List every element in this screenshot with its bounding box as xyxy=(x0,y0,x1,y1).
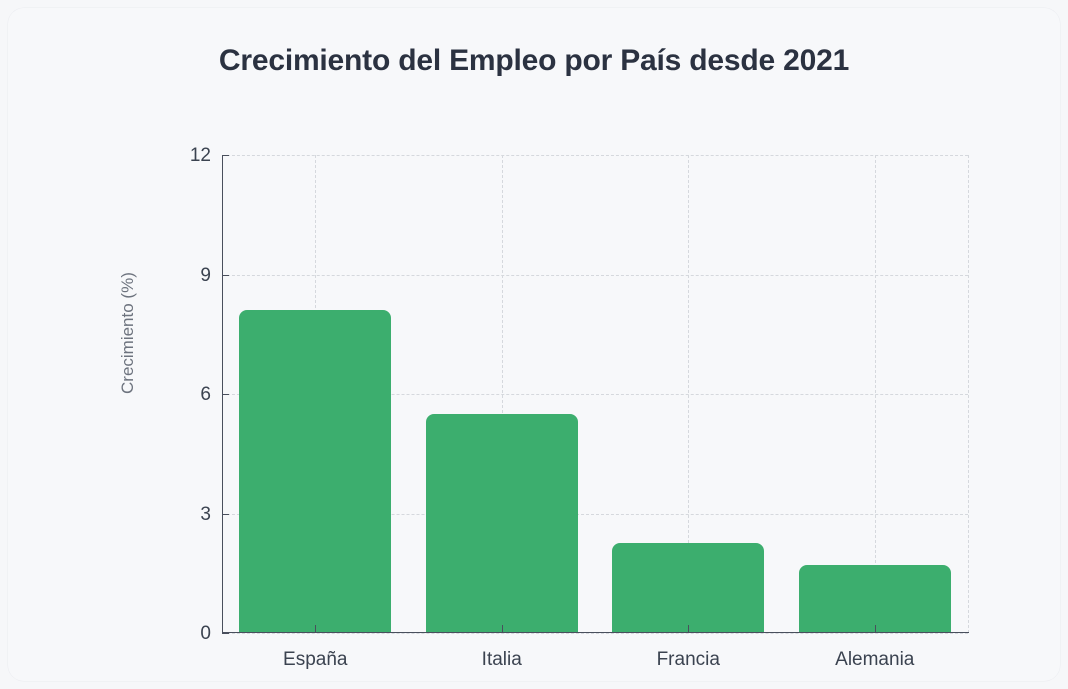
y-tick-mark: 12 xyxy=(190,145,229,166)
y-tick-label: 3 xyxy=(200,503,211,525)
gridline-horizontal xyxy=(222,155,968,156)
y-tick-label: 0 xyxy=(200,623,211,644)
y-tick-label: 6 xyxy=(200,384,211,405)
y-tick-label: 9 xyxy=(200,264,211,286)
bar[interactable] xyxy=(798,565,951,633)
x-axis-line xyxy=(222,632,969,633)
bar[interactable] xyxy=(425,413,578,633)
y-tick-mark: 9 xyxy=(200,265,229,286)
bar[interactable] xyxy=(612,543,765,633)
gridline-vertical xyxy=(874,155,876,633)
x-tick-mark xyxy=(874,625,876,633)
bar[interactable] xyxy=(239,310,392,633)
x-tick-label: Italia xyxy=(481,649,522,670)
gridline-horizontal xyxy=(222,513,968,515)
x-tick-mark xyxy=(688,625,690,633)
x-tick-mark xyxy=(315,625,317,633)
y-axis-title: Crecimiento (%) xyxy=(118,272,137,394)
y-tick-mark: 6 xyxy=(200,384,229,405)
gridline-vertical-edge xyxy=(968,155,969,633)
x-tick-label: Francia xyxy=(656,649,720,670)
gridline-vertical xyxy=(501,155,503,633)
y-tick-mark: 0 xyxy=(200,623,229,644)
y-tick-mark: 3 xyxy=(200,504,229,525)
plot-area: 0 3 6 9 12 España Italia Francia Alemania xyxy=(190,145,969,670)
gridline-horizontal xyxy=(222,633,968,634)
x-tick-mark xyxy=(501,625,503,633)
chart-title: Crecimiento del Empleo por País desde 20… xyxy=(218,44,850,77)
x-tick-label: España xyxy=(283,649,348,670)
gridline-horizontal xyxy=(222,394,968,395)
gridline-vertical xyxy=(688,155,690,633)
x-tick-label: Alemania xyxy=(835,649,915,670)
gridline-horizontal xyxy=(222,274,968,276)
y-tick-label: 12 xyxy=(189,145,211,166)
